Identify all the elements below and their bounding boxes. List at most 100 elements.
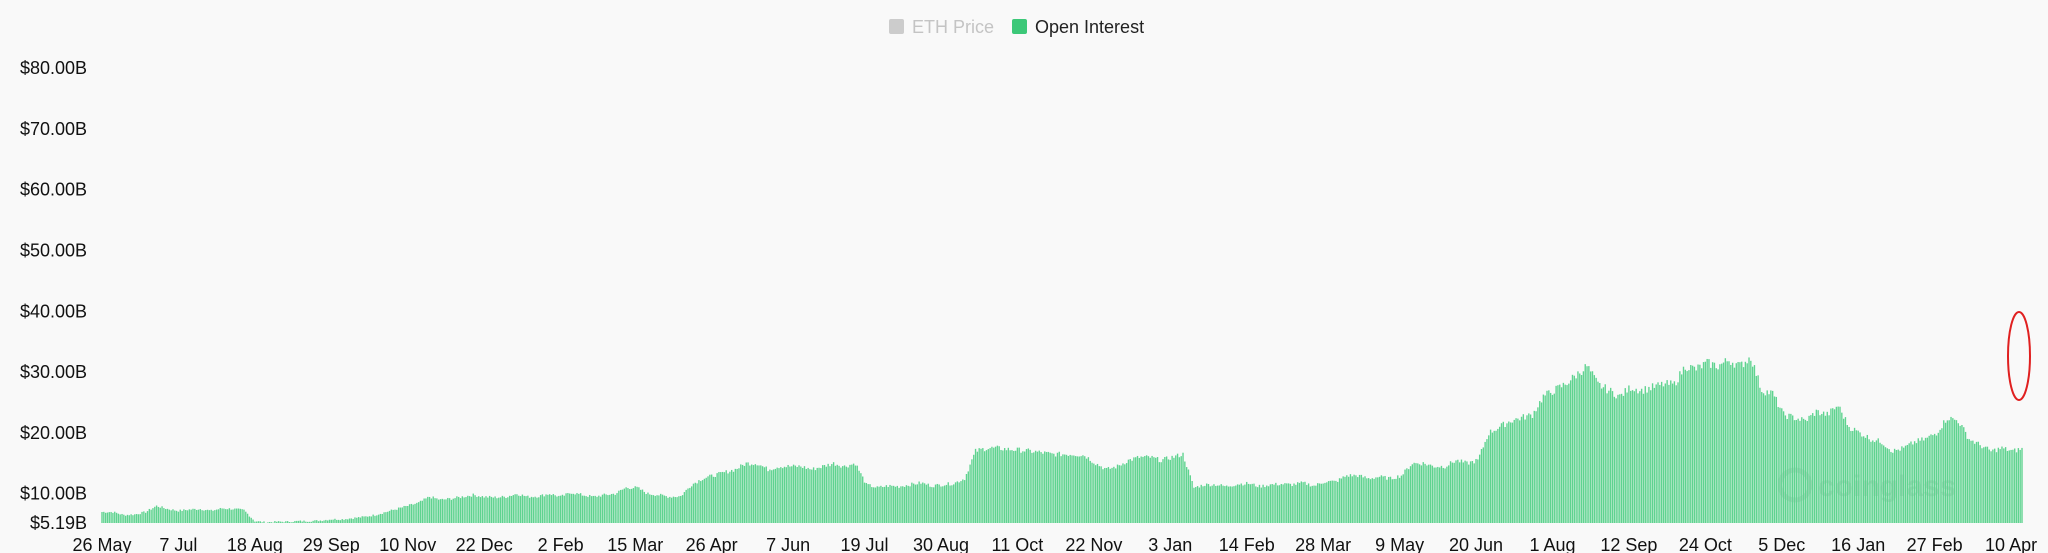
oi-bar — [1620, 393, 1623, 523]
oi-bar — [1637, 393, 1639, 523]
oi-bar — [1899, 450, 1901, 523]
oi-bar — [1832, 408, 1834, 523]
oi-bar — [692, 483, 695, 523]
oi-bar — [246, 513, 249, 523]
oi-bar — [1859, 432, 1861, 523]
oi-bar — [1222, 485, 1224, 523]
oi-bar — [1884, 447, 1887, 523]
oi-bar — [1926, 437, 1929, 523]
oi-bar — [154, 506, 156, 523]
oi-bar — [1508, 421, 1510, 523]
oi-bar — [1822, 411, 1825, 523]
legend-item-open-interest[interactable]: Open Interest — [1012, 17, 1144, 37]
oi-bar — [1615, 398, 1617, 523]
oi-bar — [1351, 476, 1353, 523]
oi-bar — [570, 493, 573, 523]
oi-bar — [1801, 417, 1803, 523]
oi-bar — [1602, 387, 1605, 523]
oi-bar — [581, 495, 584, 523]
x-tick-label: 29 Sep — [303, 535, 360, 553]
oi-bar — [123, 514, 125, 523]
oi-bar — [621, 489, 624, 523]
legend-item-eth-price[interactable]: ETH Price — [889, 17, 994, 37]
oi-bar — [1204, 485, 1206, 523]
oi-bar — [1613, 396, 1616, 523]
oi-bar — [1917, 438, 1919, 523]
oi-bar — [427, 496, 429, 523]
x-tick-label: 10 Apr — [1985, 535, 2037, 553]
oi-bar — [206, 509, 209, 523]
oi-bar — [669, 496, 671, 523]
oi-bar — [1269, 484, 1272, 523]
oi-bar — [936, 483, 939, 523]
oi-bar — [1868, 439, 1870, 523]
oi-bar — [1020, 452, 1022, 523]
oi-bar — [161, 506, 163, 523]
oi-bar — [1719, 364, 1721, 523]
oi-bar — [721, 471, 724, 523]
oi-bar — [456, 496, 458, 523]
oi-bar — [194, 508, 196, 523]
oi-bar — [303, 520, 305, 523]
oi-bar — [1184, 461, 1186, 523]
oi-bar — [459, 498, 462, 523]
oi-bar — [1522, 414, 1525, 523]
oi-bar — [996, 445, 999, 523]
oi-bar — [1877, 438, 1879, 523]
oi-bar — [831, 464, 833, 523]
oi-bar — [1793, 420, 1796, 523]
oi-bar — [940, 486, 942, 523]
oi-bar — [618, 490, 620, 523]
oi-bar — [1231, 486, 1233, 523]
oi-bar — [1091, 462, 1093, 523]
oi-bar — [771, 470, 773, 523]
oi-bar — [1648, 386, 1650, 523]
oi-bar — [1660, 381, 1663, 523]
oi-bar — [1287, 483, 1290, 523]
oi-bar — [1857, 430, 1859, 523]
oi-bar — [1040, 452, 1042, 523]
y-axis: $80.00B $70.00B $60.00B $50.00B $40.00B $30.0… — [20, 58, 87, 533]
x-tick-label: 26 Apr — [686, 535, 738, 553]
oi-bar — [552, 494, 555, 523]
oi-bar — [927, 483, 929, 523]
oi-bar — [1349, 474, 1352, 523]
oi-bar — [638, 487, 640, 523]
oi-bar — [1529, 414, 1532, 523]
oi-bar — [1564, 384, 1566, 523]
oi-bar — [1371, 478, 1373, 523]
oi-bar — [1069, 454, 1071, 523]
oi-bar — [1688, 370, 1690, 523]
oi-bar — [862, 476, 864, 523]
oi-bar — [1067, 455, 1070, 523]
oi-bar — [1531, 417, 1534, 523]
x-tick-label: 12 Sep — [1600, 535, 1657, 553]
oi-bar — [1142, 456, 1144, 523]
oi-bar — [1089, 460, 1091, 523]
oi-bar — [1644, 386, 1646, 523]
oi-bar — [967, 471, 969, 523]
oi-bar — [1841, 412, 1843, 523]
oi-bar — [146, 511, 149, 523]
oi-bar — [1340, 478, 1343, 523]
oi-bar — [751, 464, 753, 523]
oi-bar — [448, 498, 451, 523]
oi-bar — [641, 489, 644, 523]
oi-bar — [104, 512, 107, 523]
oi-bar — [883, 486, 886, 523]
oi-bar — [812, 467, 815, 523]
oi-bar — [1892, 452, 1894, 523]
oi-bar — [328, 519, 331, 523]
x-tick-label: 15 Mar — [607, 535, 663, 553]
oi-bar — [432, 496, 434, 523]
oi-bar — [1036, 451, 1039, 523]
oi-bar — [665, 496, 667, 523]
oi-bar — [1300, 481, 1302, 523]
oi-bar — [1755, 375, 1757, 523]
oi-bar — [614, 494, 616, 523]
oi-bar — [1238, 484, 1241, 523]
oi-bar — [787, 464, 789, 523]
oi-bar — [1102, 469, 1104, 523]
oi-bar — [1355, 475, 1357, 523]
